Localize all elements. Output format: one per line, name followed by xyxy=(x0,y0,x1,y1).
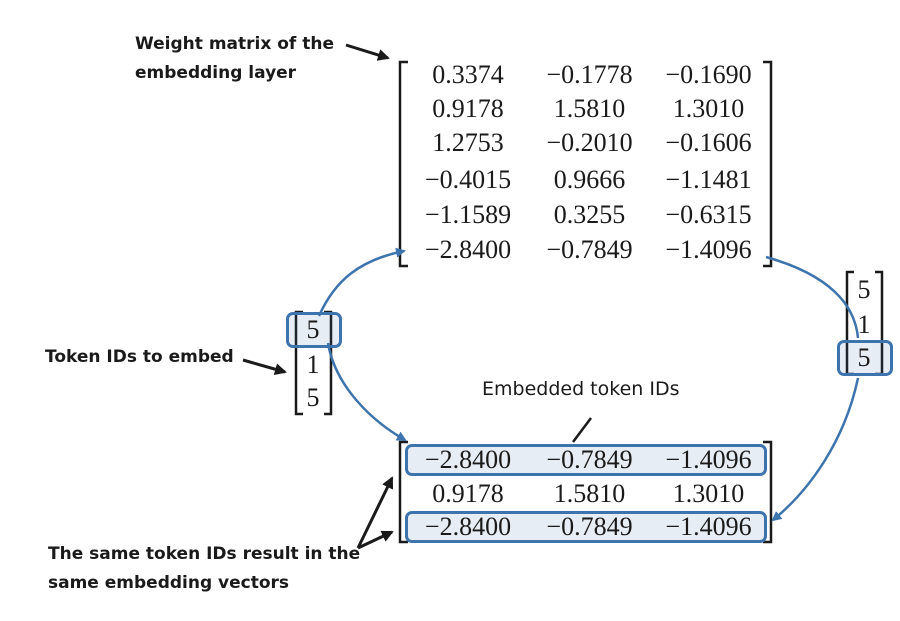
weight-cell: −1.1589 xyxy=(424,200,512,229)
weight-matrix-label: Weight matrix of the embedding layer xyxy=(135,30,334,88)
weight-cell: −0.1606 xyxy=(665,128,752,157)
embedded-cell: −0.7849 xyxy=(546,445,633,474)
embedded-cell: −1.4096 xyxy=(665,512,752,541)
token-ids-label: Token IDs to embed xyxy=(45,347,234,367)
curve-from-last-row-right xyxy=(765,255,860,339)
weight-cell: −0.7849 xyxy=(546,235,633,264)
weight-cell: 1.5810 xyxy=(553,94,626,123)
weight-cell: 0.3255 xyxy=(553,200,626,229)
curve-to-last-row-left xyxy=(317,247,406,317)
weight-cell: −0.4015 xyxy=(424,165,512,194)
token-id: 1 xyxy=(857,310,871,339)
same-ids-label: The same token IDs result in the same em… xyxy=(48,540,360,598)
embedded-cell: −0.7849 xyxy=(546,512,633,541)
arrow-same-ids-right xyxy=(357,530,394,550)
weight-matrix-brackets xyxy=(398,60,773,268)
token-id: 1 xyxy=(306,350,320,379)
embedded-cell: 0.9178 xyxy=(432,479,504,508)
weight-cell: −1.1481 xyxy=(665,165,752,194)
curve-to-embedded-row3 xyxy=(771,377,860,522)
embedded-cell: 1.5810 xyxy=(553,479,626,508)
token-id: 5 xyxy=(306,315,320,344)
embedded-caption-leader xyxy=(572,417,592,443)
weight-cell: −0.1690 xyxy=(665,60,752,89)
weight-cell: −2.8400 xyxy=(424,235,512,264)
weight-matrix-label-line-1: Weight matrix of the xyxy=(135,34,334,54)
weight-cell: −0.1778 xyxy=(546,60,633,89)
weight-matrix-label-line-2: embedding layer xyxy=(135,63,297,83)
weight-cell: 0.9178 xyxy=(432,94,504,123)
arrow-weight-matrix xyxy=(345,43,390,61)
token-id: 5 xyxy=(857,343,871,372)
curve-to-embedded-row1 xyxy=(326,342,407,442)
weight-cell: −0.2010 xyxy=(546,128,633,157)
weight-cell: 0.3374 xyxy=(432,60,504,89)
highlight-right-token-last xyxy=(837,340,893,376)
weight-cell: 1.2753 xyxy=(432,128,504,157)
weight-cell: −1.4096 xyxy=(665,235,752,264)
embedded-cell: −1.4096 xyxy=(665,445,752,474)
arrow-same-ids-up xyxy=(356,476,394,549)
token-id: 5 xyxy=(857,275,871,304)
embedded-cell: −2.8400 xyxy=(424,445,512,474)
same-ids-label-line-2: same embedding vectors xyxy=(48,573,290,593)
embedded-token-ids-label: Embedded token IDs xyxy=(482,378,680,400)
highlight-embedded-row-3 xyxy=(405,511,767,543)
weight-cell: 1.3010 xyxy=(672,94,745,123)
embedded-cell: 1.3010 xyxy=(672,479,745,508)
weight-cell: −0.6315 xyxy=(665,200,752,229)
highlight-embedded-row-1 xyxy=(405,444,767,476)
token-id: 5 xyxy=(306,383,320,412)
arrow-token-ids xyxy=(242,358,287,376)
same-ids-label-line-1: The same token IDs result in the xyxy=(48,544,361,564)
embedded-matrix-brackets xyxy=(398,440,773,544)
embedded-cell: −2.8400 xyxy=(424,512,512,541)
highlight-left-token-first xyxy=(286,312,342,348)
weight-cell: 0.9666 xyxy=(553,165,626,194)
